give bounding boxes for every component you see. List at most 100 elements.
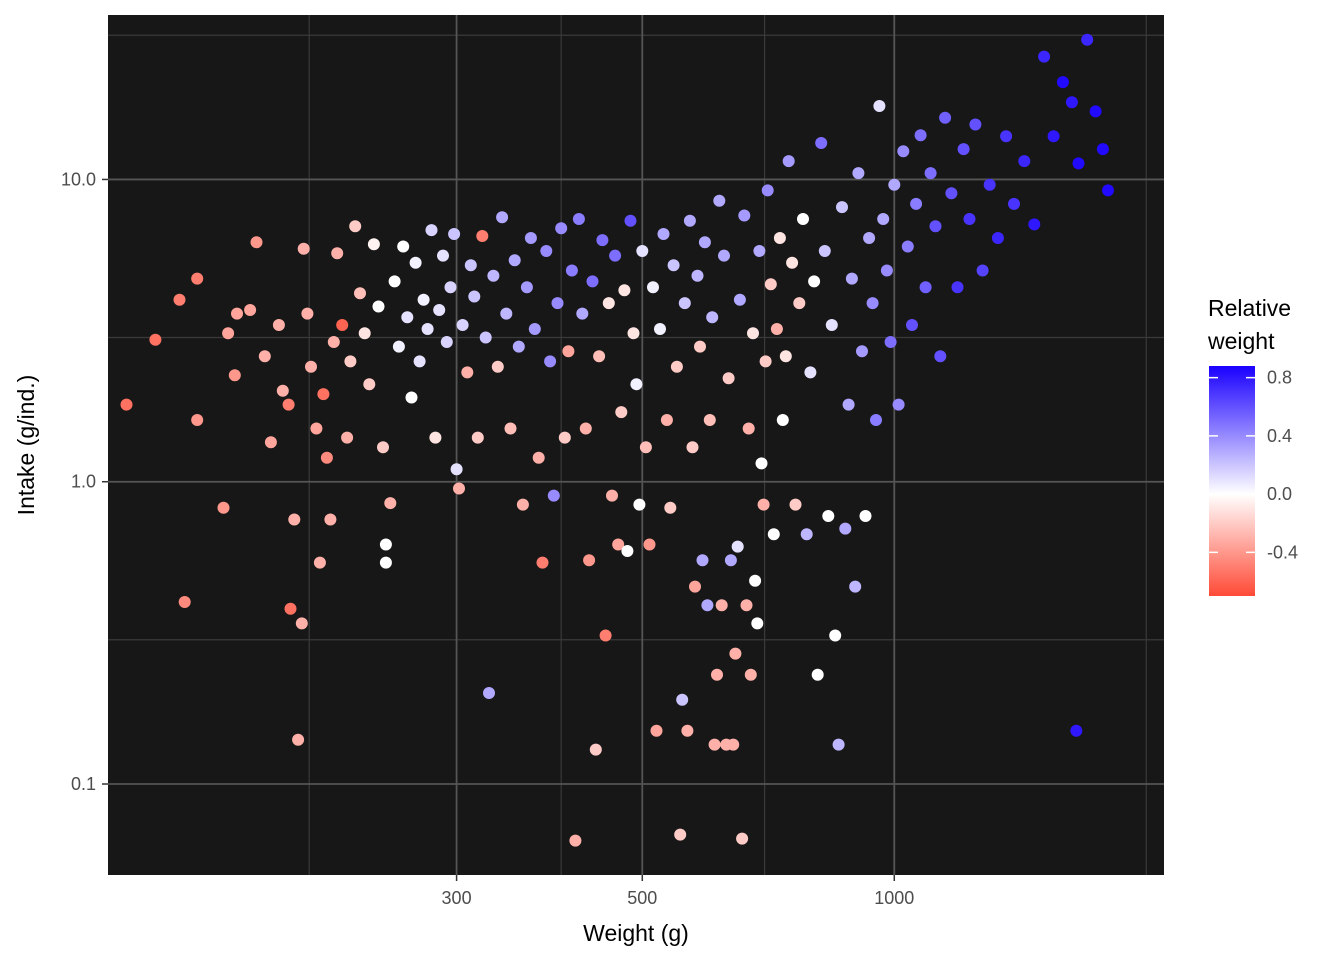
data-point [612, 538, 625, 551]
data-point [636, 245, 649, 257]
data-point [589, 743, 602, 756]
data-point [596, 234, 609, 247]
data-point [496, 211, 509, 224]
legend-tick-label: 0.8 [1267, 368, 1292, 388]
data-point [703, 414, 716, 426]
data-point [969, 118, 982, 131]
data-point [173, 293, 186, 306]
data-point [555, 222, 568, 235]
data-point [664, 501, 677, 514]
data-point [751, 617, 764, 630]
data-point [789, 498, 802, 511]
data-point [742, 422, 755, 435]
data-point [282, 398, 295, 411]
data-point [354, 287, 366, 300]
data-point [602, 297, 615, 310]
x-tick-label: 1000 [874, 888, 914, 908]
data-point [397, 240, 410, 253]
data-point [551, 297, 564, 310]
data-point [421, 323, 434, 335]
data-point [615, 406, 628, 419]
data-point [487, 269, 500, 282]
data-point [358, 327, 371, 340]
data-point [639, 441, 652, 454]
data-point [292, 733, 305, 746]
data-point [888, 178, 901, 191]
data-point [341, 431, 354, 444]
data-point [724, 554, 737, 567]
data-point [849, 580, 862, 593]
data-point [731, 540, 744, 553]
data-point [633, 498, 646, 511]
data-point [272, 319, 285, 331]
legend-colorbar [1209, 366, 1255, 596]
data-point [377, 441, 389, 454]
data-point [1070, 724, 1083, 737]
data-point [951, 281, 964, 294]
data-point [836, 201, 848, 214]
data-point [706, 311, 719, 324]
data-point [727, 738, 740, 751]
x-tick-label: 500 [627, 888, 657, 908]
legend-title-line-1: Relative [1208, 295, 1291, 321]
data-point [284, 602, 297, 615]
data-point [512, 340, 525, 353]
data-point [392, 340, 405, 353]
data-point [761, 184, 774, 197]
data-point [217, 501, 230, 514]
legend-title-line-2: weight [1207, 328, 1275, 354]
plot-panel [108, 15, 1164, 875]
data-point [877, 213, 890, 225]
data-point [310, 422, 323, 435]
data-point [934, 350, 947, 363]
data-point [678, 297, 691, 310]
data-point [804, 366, 817, 379]
data-point [1008, 197, 1020, 210]
data-point [738, 209, 751, 222]
data-point [429, 431, 442, 444]
data-point [540, 245, 553, 257]
data-point [417, 293, 430, 306]
data-point [468, 290, 481, 303]
data-point [456, 319, 469, 331]
data-point [327, 336, 340, 348]
data-point [384, 497, 397, 510]
data-point [722, 372, 735, 385]
data-point [320, 451, 333, 464]
data-point [565, 264, 578, 277]
data-point [583, 554, 596, 567]
data-point [264, 436, 277, 449]
data-point [718, 249, 730, 262]
data-point [479, 331, 492, 344]
data-point [331, 247, 344, 260]
data-point [222, 327, 235, 340]
data-point [694, 340, 706, 353]
data-point [491, 360, 504, 373]
data-point [344, 355, 357, 368]
data-point [643, 538, 656, 551]
data-point [744, 668, 757, 681]
data-point [1038, 50, 1051, 63]
data-point [976, 264, 989, 277]
x-axis-title: Weight (g) [583, 920, 689, 946]
data-point [191, 272, 204, 285]
data-point [654, 323, 666, 335]
data-point [520, 281, 533, 294]
data-point [945, 187, 958, 200]
data-point [1081, 33, 1094, 46]
data-point [749, 574, 762, 587]
data-point [747, 327, 759, 340]
data-point [691, 269, 704, 282]
data-point [674, 828, 687, 841]
data-point [440, 336, 453, 348]
data-point [729, 647, 742, 660]
data-point [736, 832, 749, 845]
data-point [544, 355, 557, 368]
legend-tick-label: 0.4 [1267, 426, 1292, 446]
data-point [593, 350, 606, 363]
data-point [1096, 143, 1109, 156]
data-point [317, 388, 330, 401]
data-point [379, 556, 392, 569]
data-point [822, 510, 835, 522]
